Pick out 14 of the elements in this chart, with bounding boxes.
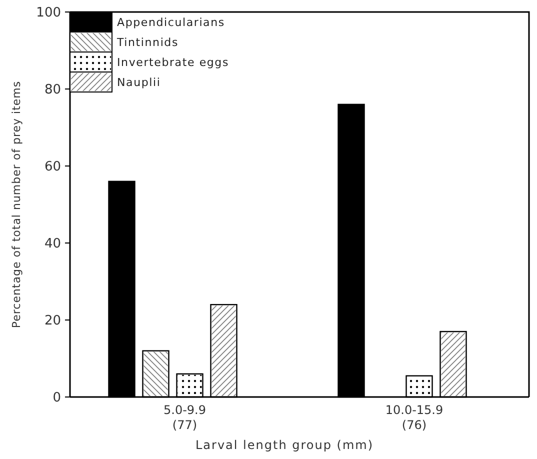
- y-tick-label: 20: [44, 314, 61, 329]
- legend-label: Appendicularians: [117, 16, 225, 29]
- y-tick-label: 60: [44, 160, 61, 175]
- y-tick-label: 100: [36, 6, 61, 21]
- y-axis-title: Percentage of total number of prey items: [10, 80, 23, 328]
- legend-label: Tintinnids: [116, 36, 178, 49]
- y-tick-label: 80: [44, 82, 61, 98]
- x-tick-label: 5.0-9.9 (77): [164, 403, 206, 432]
- y-tick-label: 0: [52, 390, 61, 406]
- legend-label: Invertebrate eggs: [117, 56, 229, 69]
- x-axis-title: Larval length group (mm): [195, 438, 374, 452]
- x-tick-label: 10.0-15.9 (76): [385, 403, 444, 432]
- y-tick-label: 40: [44, 236, 61, 252]
- legend-label: Nauplii: [117, 76, 161, 89]
